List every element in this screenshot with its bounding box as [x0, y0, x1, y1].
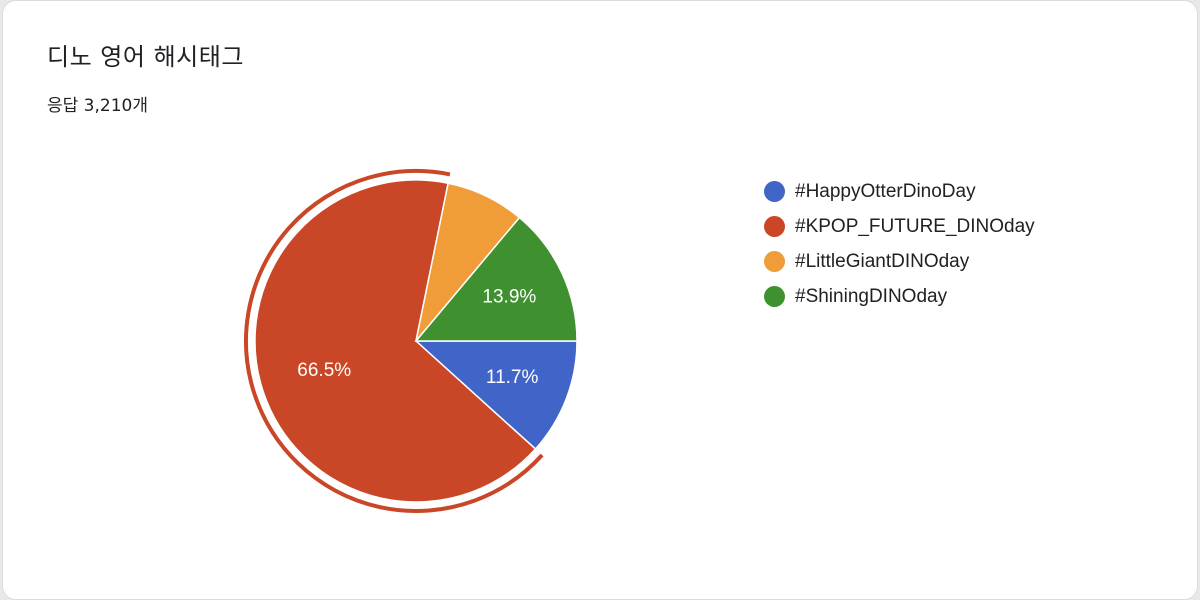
legend-label: #LittleGiantDINOday	[795, 250, 970, 272]
slice-label-kpop-future-dinoday: 66.5%	[297, 360, 351, 381]
legend-swatch	[764, 286, 785, 307]
pie-slice-happyotterdinoday[interactable]	[414, 340, 578, 451]
legend-label: #HappyOtterDinoDay	[795, 180, 976, 202]
chart-legend: #HappyOtterDinoDay #KPOP_FUTURE_DINOday #L…	[764, 174, 1035, 314]
slice-label-happyotterdinoday: 11.7%	[486, 367, 539, 388]
question-title: 디노 영어 해시태그	[47, 43, 244, 71]
legend-label: #ShiningDINOday	[795, 285, 948, 307]
pie-highlight-ring	[244, 169, 544, 513]
legend-swatch	[764, 216, 785, 237]
legend-item-kpop-future-dinoday[interactable]: #KPOP_FUTURE_DINOday	[764, 209, 1035, 244]
legend-label: #KPOP_FUTURE_DINOday	[795, 215, 1035, 237]
pie-slice-shiningdinoday[interactable]	[414, 216, 578, 342]
legend-swatch	[764, 251, 785, 272]
pie-chart: 11.7% 66.5% 13.9%	[244, 169, 578, 513]
legend-swatch	[764, 181, 785, 202]
legend-item-shiningdinoday[interactable]: #ShiningDINOday	[764, 279, 1035, 314]
legend-item-littlegiantdinoday[interactable]: #LittleGiantDINOday	[764, 244, 1035, 279]
response-count: 응답 3,210개	[47, 96, 148, 116]
legend-item-happyotterdinoday[interactable]: #HappyOtterDinoDay	[764, 174, 1035, 209]
slice-label-shiningdinoday: 13.9%	[482, 286, 536, 307]
pie-slice-kpop-future-dinoday[interactable]	[254, 179, 537, 503]
